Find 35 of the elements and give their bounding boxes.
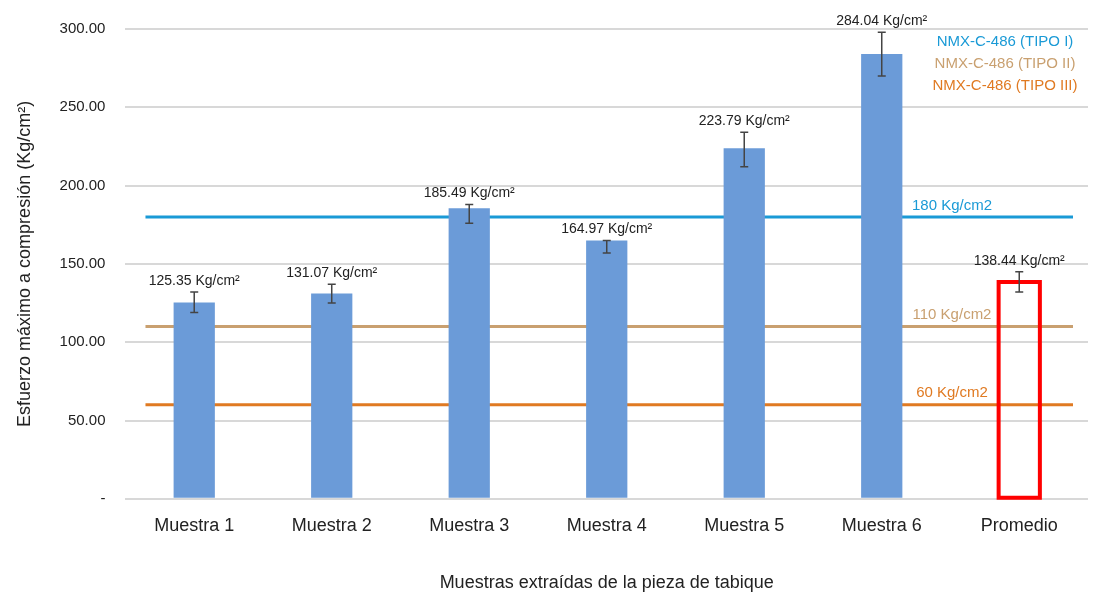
bar (311, 293, 353, 498)
x-tick-label: Muestra 2 (291, 514, 372, 535)
data-label: 125.35 Kg/cm² (148, 271, 241, 288)
data-label: 131.07 Kg/cm² (286, 264, 378, 281)
bar (723, 148, 765, 498)
y-tick-label: 50.00 (67, 410, 106, 428)
annotation: NMX-C-486 (TIPO III) (932, 76, 1078, 94)
y-tick-label: 300.00 (59, 19, 106, 37)
x-tick-label: Muestra 6 (841, 514, 922, 535)
data-label: 138.44 Kg/cm² (973, 251, 1066, 268)
y-tick-label: 100.00 (59, 332, 106, 350)
x-tick-label: Muestra 5 (704, 514, 785, 535)
bar (173, 302, 215, 498)
x-tick-label: Muestra 3 (429, 514, 510, 535)
data-label: 164.97 Kg/cm² (561, 220, 653, 237)
bar (861, 53, 903, 498)
y-tick-label: 150.00 (59, 254, 106, 272)
data-label: 223.79 Kg/cm² (698, 112, 791, 129)
x-tick-label: Muestra 4 (566, 514, 647, 535)
ref-line-label: 110 Kg/cm2 (912, 305, 992, 323)
bar (586, 240, 628, 498)
annotation: NMX-C-486 (TIPO II) (934, 54, 1076, 72)
x-axis-title: Muestras extraídas de la pieza de tabique (439, 572, 774, 593)
ref-line-label: 60 Kg/cm2 (916, 383, 988, 401)
bar (448, 208, 490, 498)
data-label: 284.04 Kg/cm² (836, 11, 928, 28)
y-tick-label: - (100, 488, 106, 506)
data-label: 185.49 Kg/cm² (423, 184, 516, 201)
x-tick-label: Muestra 1 (154, 514, 235, 535)
y-axis-title: Esfuerzo máximo a compresión (Kg/cm²) (13, 100, 34, 427)
annotation: NMX-C-486 (TIPO I) (936, 32, 1074, 50)
y-tick-label: 250.00 (59, 97, 106, 115)
y-tick-label: 200.00 (59, 175, 106, 193)
ref-line-label: 180 Kg/cm2 (911, 195, 993, 213)
x-tick-label: Promedio (980, 514, 1058, 535)
